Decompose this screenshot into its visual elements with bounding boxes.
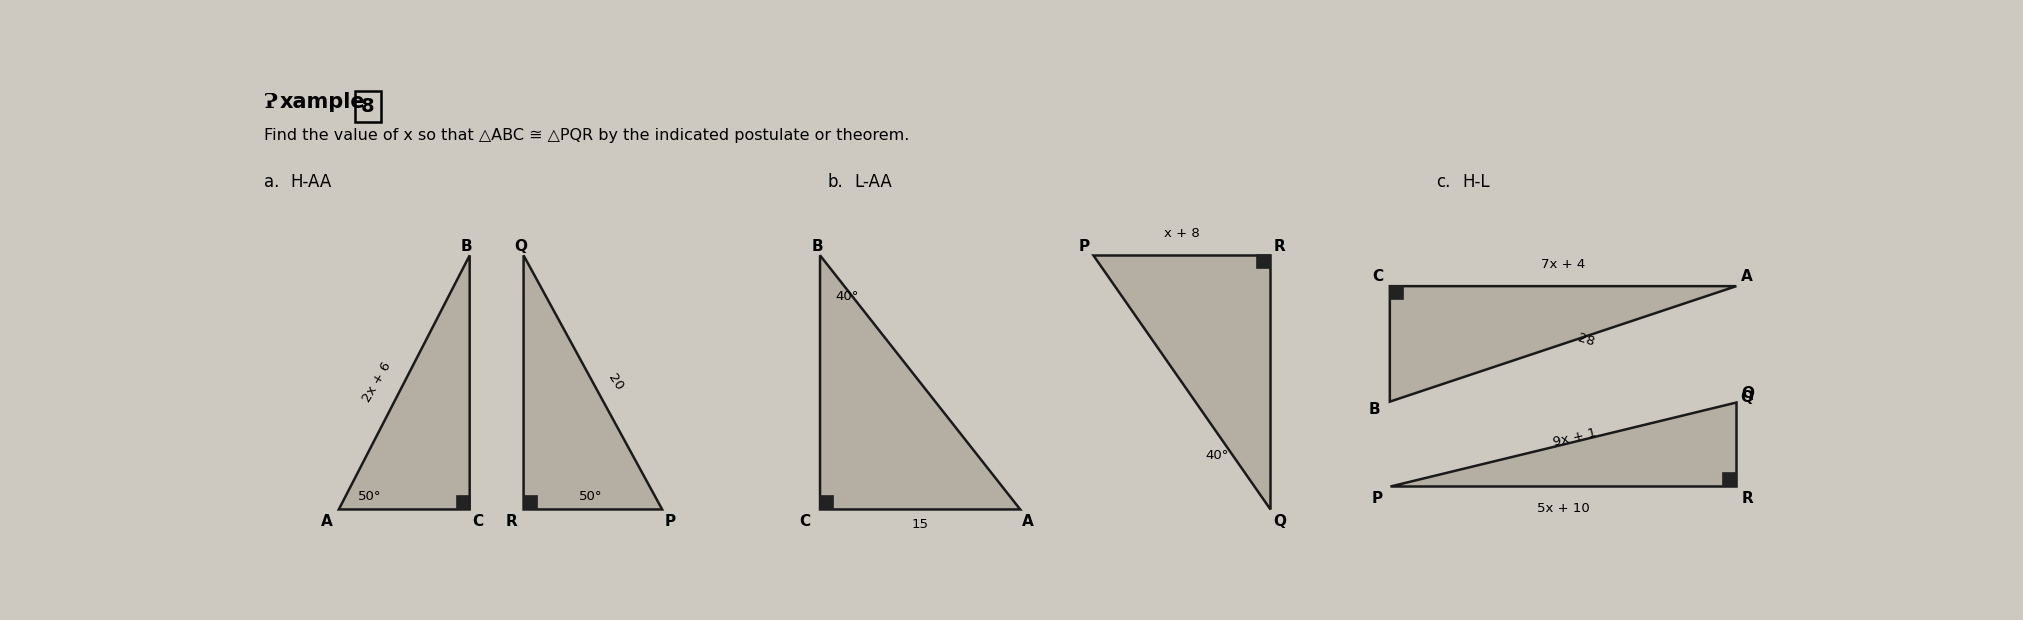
Text: 2x + 6: 2x + 6 <box>360 360 394 405</box>
Text: 7x + 4: 7x + 4 <box>1542 258 1586 271</box>
Text: Q: Q <box>1740 391 1754 405</box>
Polygon shape <box>1390 402 1736 486</box>
Polygon shape <box>1390 286 1736 402</box>
Polygon shape <box>819 255 1020 510</box>
Polygon shape <box>524 497 536 510</box>
Text: H-L: H-L <box>1463 173 1489 191</box>
Polygon shape <box>524 255 662 510</box>
Polygon shape <box>338 255 469 510</box>
Text: P: P <box>1078 239 1090 254</box>
Text: 28: 28 <box>1576 331 1596 348</box>
Polygon shape <box>457 497 469 510</box>
Text: A: A <box>1742 270 1754 285</box>
Polygon shape <box>1092 255 1270 510</box>
Text: 5x + 10: 5x + 10 <box>1537 502 1590 515</box>
Text: Q: Q <box>1272 514 1287 529</box>
Text: H-AA: H-AA <box>289 173 332 191</box>
Text: Q: Q <box>514 239 528 254</box>
Text: 15: 15 <box>912 518 929 531</box>
Text: L-AA: L-AA <box>854 173 892 191</box>
Polygon shape <box>1724 473 1736 486</box>
Text: c.: c. <box>1436 173 1450 191</box>
Text: a.: a. <box>265 173 279 191</box>
Text: xample: xample <box>279 92 364 112</box>
Text: C: C <box>1372 270 1384 285</box>
Text: B: B <box>1370 402 1380 417</box>
Text: 9x + 1: 9x + 1 <box>1552 427 1598 449</box>
Text: 8: 8 <box>362 97 374 116</box>
Text: R: R <box>506 514 518 529</box>
Text: Find the value of x so that △ABC ≅ △PQR by the indicated postulate or theorem.: Find the value of x so that △ABC ≅ △PQR … <box>265 128 910 143</box>
Text: R: R <box>1274 239 1285 254</box>
Polygon shape <box>1258 255 1270 268</box>
Text: A: A <box>320 514 332 529</box>
Text: P: P <box>1372 491 1384 506</box>
Text: C: C <box>471 514 483 529</box>
Text: P: P <box>664 514 676 529</box>
Text: 40°: 40° <box>1206 449 1228 462</box>
Text: C: C <box>799 514 809 529</box>
Text: x + 8: x + 8 <box>1163 227 1200 240</box>
Text: b.: b. <box>827 173 844 191</box>
Text: Ɂ: Ɂ <box>265 92 277 112</box>
Text: B: B <box>461 239 473 254</box>
Text: 40°: 40° <box>835 290 860 303</box>
Text: 20: 20 <box>607 372 625 393</box>
Text: A: A <box>1022 514 1034 529</box>
Polygon shape <box>819 497 833 510</box>
Text: 50°: 50° <box>358 490 382 503</box>
Text: R: R <box>1742 491 1754 506</box>
Polygon shape <box>1390 286 1402 299</box>
Text: B: B <box>811 239 823 254</box>
Text: Q: Q <box>1742 386 1754 402</box>
Text: 50°: 50° <box>579 490 603 503</box>
